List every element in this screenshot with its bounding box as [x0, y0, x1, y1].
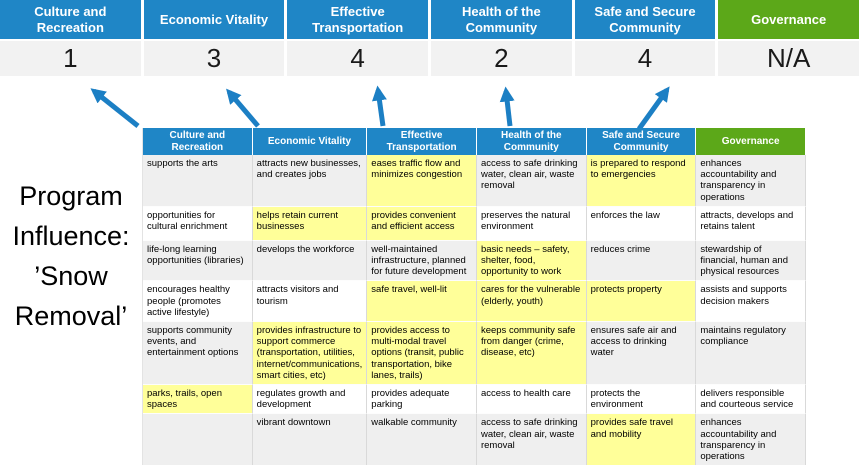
matrix-cell-r1c3: eases traffic flow and minimizes congest…: [367, 155, 477, 207]
banner-label: Safe and Secure Community: [574, 0, 716, 41]
arrow-icon: [372, 85, 387, 127]
matrix-header-health-of-the-community: Health of the Community: [476, 128, 587, 155]
matrix-cell-r7c2: vibrant downtown: [252, 414, 368, 465]
banner-score-value: 2: [431, 41, 572, 76]
matrix-cell-r3c1: life-long learning opportunities (librar…: [143, 240, 253, 282]
score-banner: Culture and Recreation 1 Economic Vitality…: [0, 0, 859, 76]
banner-label: Effective Transportation: [287, 0, 428, 41]
matrix-cell-r2c3: provides convenient and efficient access: [367, 206, 477, 241]
matrix-cell-r6c6: delivers responsible and courteous servi…: [696, 385, 806, 415]
program-title-line: Removal’: [14, 301, 128, 331]
matrix-cell-r5c1: supports community events, and entertain…: [143, 322, 253, 386]
matrix-cell-r4c5: protects property: [586, 281, 697, 323]
matrix-cell-r2c4: preserves the natural environment: [476, 206, 587, 241]
matrix-cell-r4c1: encourages healthy people (promotes acti…: [143, 281, 253, 323]
matrix-cell-r5c6: maintains regulatory compliance: [696, 322, 806, 386]
banner-score-value: 3: [143, 41, 285, 76]
matrix-cell-r5c5: ensures safe air and access to drinking …: [586, 322, 697, 386]
matrix-cell-r2c1: opportunities for cultural enrichment: [143, 206, 253, 241]
program-title-line: Program: [19, 181, 123, 211]
matrix-cell-r7c3: walkable community: [367, 414, 477, 465]
matrix-cell-r5c3: provides access to multi-modal travel op…: [367, 322, 477, 386]
banner-label: Health of the Community: [431, 0, 572, 41]
banner-column-health-of-the-community: Health of the Community 2: [431, 0, 572, 76]
matrix-cell-r2c6: attracts, develops and retains talent: [696, 206, 806, 241]
banner-column-safe-and-secure-community: Safe and Secure Community 4: [574, 0, 716, 76]
banner-column-economic-vitality: Economic Vitality 3: [143, 0, 285, 76]
matrix-cell-r6c5: protects the environment: [586, 385, 697, 415]
matrix-cell-r2c5: enforces the law: [586, 206, 697, 241]
arrow-icon: [226, 88, 260, 128]
matrix-cell-r6c2: regulates growth and development: [252, 385, 368, 415]
matrix-cell-r6c3: provides adequate parking: [367, 385, 477, 415]
matrix-cell-r1c5: is prepared to respond to emergencies: [586, 155, 697, 207]
matrix-header-governance: Governance: [696, 128, 806, 155]
arrow-icon: [499, 86, 515, 127]
program-influence-title: Program Influence: ’Snow Removal’: [0, 176, 142, 336]
banner-score-value: 1: [0, 41, 141, 76]
matrix-cell-r5c2: provides infrastructure to support comme…: [252, 322, 368, 386]
matrix-cell-r3c4: basic needs – safety, shelter, food, opp…: [476, 240, 587, 282]
matrix-cell-r7c5: provides safe travel and mobility: [586, 414, 697, 465]
matrix-cell-r6c1: parks, trails, open spaces: [143, 385, 253, 415]
matrix-header-effective-transportation: Effective Transportation: [367, 128, 477, 155]
matrix-cell-r5c4: keeps community safe from danger (crime,…: [476, 322, 587, 386]
banner-label: Culture and Recreation: [0, 0, 141, 41]
banner-column-effective-transportation: Effective Transportation 4: [287, 0, 428, 76]
program-title-line: ’Snow: [34, 261, 108, 291]
banner-column-governance: Governance N/A: [718, 0, 859, 76]
matrix-cell-r1c2: attracts new businesses, and creates job…: [252, 155, 368, 207]
matrix-cell-r4c4: cares for the vulnerable (elderly, youth…: [476, 281, 587, 323]
matrix-cell-r4c2: attracts visitors and tourism: [252, 281, 368, 323]
banner-score-value: 4: [574, 41, 716, 76]
matrix-cell-r1c4: access to safe drinking water, clean air…: [476, 155, 587, 207]
matrix-cell-r4c3: safe travel, well-lit: [367, 281, 477, 323]
matrix-cell-r7c1: [143, 414, 253, 465]
matrix-cell-r1c1: supports the arts: [143, 155, 253, 207]
influence-matrix: Culture and Recreation Economic Vitality E…: [142, 128, 806, 465]
matrix-cell-r1c6: enhances accountability and transparency…: [696, 155, 806, 207]
matrix-cell-r7c4: access to safe drinking water, clean air…: [476, 414, 587, 465]
matrix-cell-r7c6: enhances accountability and transparency…: [696, 414, 806, 465]
arrows-layer: [90, 85, 670, 131]
banner-label: Governance: [718, 0, 859, 41]
matrix-header-economic-vitality: Economic Vitality: [252, 128, 368, 155]
matrix-cell-r6c4: access to health care: [476, 385, 587, 415]
matrix-cell-r4c6: assists and supports decision makers: [696, 281, 806, 323]
matrix-cell-r3c2: develops the workforce: [252, 240, 368, 282]
matrix-header-culture-and-recreation: Culture and Recreation: [143, 128, 253, 155]
banner-score-value: 4: [287, 41, 428, 76]
matrix-cell-r3c5: reduces crime: [586, 240, 697, 282]
arrow-icon: [636, 86, 670, 131]
matrix-cell-r2c2: helps retain current businesses: [252, 206, 368, 241]
matrix-cell-r3c6: stewardship of financial, human and phys…: [696, 240, 806, 282]
banner-column-culture-and-recreation: Culture and Recreation 1: [0, 0, 141, 76]
banner-score-value: N/A: [718, 41, 859, 76]
matrix-cell-r3c3: well-maintained infrastructure, planned …: [367, 240, 477, 282]
arrow-icon: [90, 88, 140, 128]
matrix-header-safe-and-secure-community: Safe and Secure Community: [586, 128, 697, 155]
banner-label: Economic Vitality: [143, 0, 285, 41]
program-title-line: Influence:: [12, 221, 130, 251]
